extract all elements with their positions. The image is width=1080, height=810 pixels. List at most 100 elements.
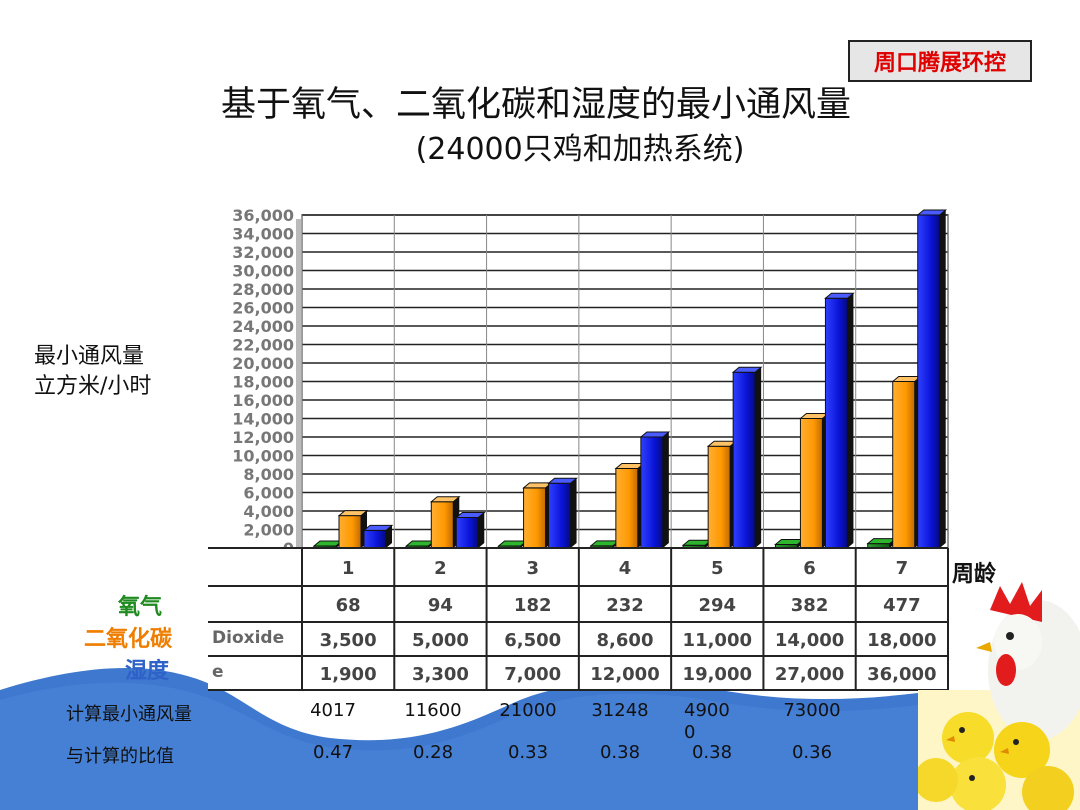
table-cell-co2: 14,000 xyxy=(775,630,844,651)
table-cell-oxygen: 294 xyxy=(698,595,736,616)
table-cell-oxygen: 232 xyxy=(606,595,644,616)
table-row-label-humidity: e xyxy=(212,662,224,682)
calc-min-vent-value: 49000 xyxy=(684,700,730,743)
legend-humidity: 湿度 xyxy=(125,659,170,684)
bar-co2 xyxy=(337,510,369,549)
calc-ratio-value: 0.38 xyxy=(599,742,641,763)
table-cell-humidity: 12,000 xyxy=(590,664,659,685)
table-cell-humidity: 27,000 xyxy=(775,664,844,685)
bar-humidity-front xyxy=(363,529,387,549)
bar-co2-front xyxy=(892,381,916,549)
bar-humidity-side xyxy=(755,367,762,548)
bar-humidity xyxy=(547,477,578,549)
bar-humidity-side xyxy=(662,432,669,548)
y-tick-label: 4,000 xyxy=(243,502,294,521)
y-tick-label: 6,000 xyxy=(243,484,294,503)
table-cell-oxygen: 477 xyxy=(883,595,921,616)
y-tick-label: 30,000 xyxy=(232,262,294,281)
table-cell-humidity: 36,000 xyxy=(867,664,936,685)
table-cell-co2: 18,000 xyxy=(867,630,936,651)
y-tick-label: 20,000 xyxy=(232,354,294,373)
y-axis-label: 最小通风量 立方米/小时 xyxy=(34,342,151,402)
bar-humidity xyxy=(454,511,486,549)
table-cell-week: 3 xyxy=(526,558,539,579)
calc-ratio-value: 0.28 xyxy=(412,742,454,763)
bar-humidity-front xyxy=(640,436,664,549)
y-tick-label: 22,000 xyxy=(232,336,294,355)
bar-humidity xyxy=(639,431,671,549)
bar-co2-front xyxy=(338,515,362,549)
y-tick-label: 16,000 xyxy=(232,391,294,410)
bar-co2 xyxy=(614,462,646,549)
y-tick-label: 24,000 xyxy=(232,317,294,336)
y-tick-label: 10,000 xyxy=(232,447,294,466)
page-title: 基于氧气、二氧化碳和湿度的最小通风量 xyxy=(220,85,851,125)
calc-ratio-label: 与计算的比值 xyxy=(66,746,174,767)
legend-co2: 二氧化碳 xyxy=(84,627,173,652)
table-cell-co2: 8,600 xyxy=(597,630,654,651)
bar-co2 xyxy=(799,413,830,549)
bar-humidity xyxy=(916,209,948,549)
bar-co2 xyxy=(429,496,461,549)
calc-ratio-value: 0.47 xyxy=(312,742,354,763)
company-badge: 周口腾展环控 xyxy=(848,40,1032,82)
calc-min-vent-value: 21000 xyxy=(499,700,557,721)
calc-ratio-value: 0.38 xyxy=(691,742,733,763)
bar-humidity-side xyxy=(570,478,577,548)
table-cell-humidity: 3,300 xyxy=(412,664,469,685)
page-subtitle: (24000只鸡和加热系统) xyxy=(415,132,745,167)
bar-humidity xyxy=(824,292,855,549)
y-tick-label: 12,000 xyxy=(232,428,294,447)
bar-co2 xyxy=(522,482,553,549)
bar-oxygen xyxy=(774,538,805,549)
y-tick-label: 32,000 xyxy=(232,243,294,262)
calc-ratio-value: 0.33 xyxy=(507,742,549,763)
legend-oxygen: 氧气 xyxy=(118,595,163,620)
y-tick-label: 36,000 xyxy=(232,206,294,225)
table-cell-co2: 3,500 xyxy=(320,630,377,651)
chicken-picture xyxy=(918,582,1080,810)
table-cell-co2: 6,500 xyxy=(504,630,561,651)
bar-oxygen xyxy=(589,540,621,549)
bar-humidity-side xyxy=(386,525,392,548)
calc-ratio-value: 0.36 xyxy=(791,742,833,763)
bar-co2-front xyxy=(799,418,823,549)
y-axis-label-line1: 最小通风量 xyxy=(34,344,145,369)
table-cell-oxygen: 68 xyxy=(336,595,361,616)
bar-co2-front xyxy=(707,445,731,549)
table-row-label-co2: Dioxide xyxy=(212,628,285,648)
table-cell-week: 7 xyxy=(896,558,909,579)
table-cell-week: 1 xyxy=(342,558,355,579)
data-table: 1 2 3 4 5 6 7 68 94 182 232 294 382 477 3,500 5,000 6,50… xyxy=(208,547,949,691)
table-cell-humidity: 7,000 xyxy=(504,664,561,685)
x-axis-label: 周龄 xyxy=(952,562,997,587)
y-tick-label: 14,000 xyxy=(232,410,294,429)
bar-co2 xyxy=(891,376,923,549)
calc-min-vent-label: 计算最小通风量 xyxy=(66,704,192,725)
table-cell-oxygen: 382 xyxy=(791,595,829,616)
bar-humidity-side xyxy=(847,293,854,548)
table-cell-oxygen: 182 xyxy=(514,595,552,616)
bar-humidity-front xyxy=(548,482,572,549)
y-axis-label-line2: 立方米/小时 xyxy=(34,374,152,399)
bar-co2 xyxy=(706,440,738,549)
bar-humidity xyxy=(731,366,763,549)
bar-humidity xyxy=(362,524,394,549)
bar-co2-front xyxy=(615,467,639,549)
y-tick-label: 18,000 xyxy=(232,373,294,392)
y-tick-label: 2,000 xyxy=(243,521,294,540)
calc-min-vent-value: 73000 xyxy=(783,700,841,721)
bar-humidity-front xyxy=(732,371,756,549)
bar-co2-front xyxy=(523,487,547,549)
bar-co2-front xyxy=(430,501,454,549)
table-cell-week: 5 xyxy=(711,558,724,579)
table-cell-co2: 11,000 xyxy=(683,630,752,651)
y-tick-label: 34,000 xyxy=(232,225,294,244)
table-cell-oxygen: 94 xyxy=(428,595,453,616)
table-cell-humidity: 1,900 xyxy=(320,664,377,685)
y-axis-ticks: 02,0004,0006,0008,00010,00012,00014,0001… xyxy=(232,206,294,558)
table-cell-co2: 5,000 xyxy=(412,630,469,651)
calc-min-vent-value: 11600 xyxy=(404,700,462,721)
